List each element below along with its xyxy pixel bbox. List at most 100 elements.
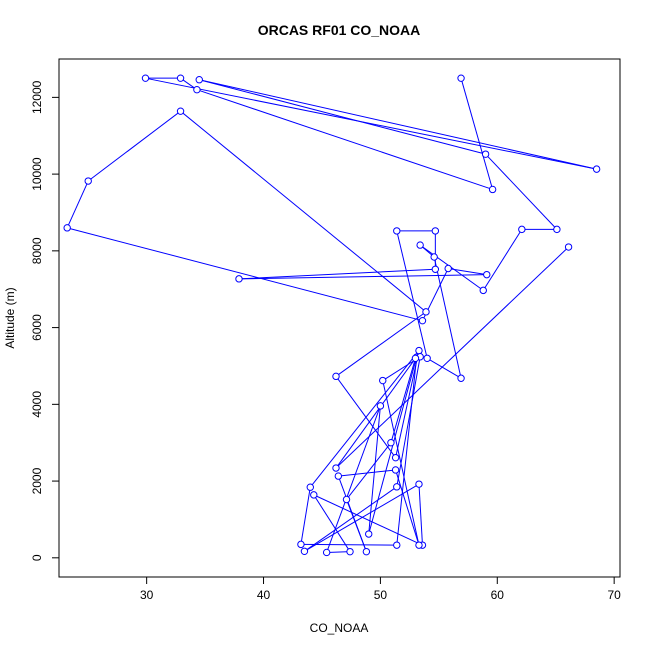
x-tick-label: 40 (257, 588, 271, 602)
series-segment (309, 350, 420, 488)
series-segment (180, 110, 427, 313)
data-point (431, 265, 440, 273)
data-point (84, 177, 92, 185)
x-tick-label: 70 (607, 588, 621, 602)
data-point (553, 225, 561, 234)
data-point (376, 402, 385, 410)
series-segment (67, 227, 423, 322)
series-segment (313, 494, 423, 546)
data-point (481, 150, 490, 158)
data-point (418, 316, 427, 325)
series-segment (448, 268, 487, 276)
y-tick-label: 2000 (30, 467, 44, 494)
series-segment (304, 483, 420, 552)
series-segment (300, 487, 311, 545)
series-segment (196, 89, 493, 190)
chart-title: ORCAS RF01 CO_NOAA (258, 22, 421, 38)
series-segment (433, 256, 462, 379)
data-point (306, 483, 314, 491)
series-segment (396, 356, 421, 487)
series-segment (396, 357, 418, 546)
series-segment (145, 77, 597, 170)
series-segment (87, 110, 181, 182)
series-segment (238, 268, 436, 280)
data-point (479, 286, 487, 295)
data-point (195, 76, 203, 84)
y-tick-label: 12000 (30, 80, 44, 114)
x-tick-label: 30 (140, 588, 154, 602)
data-point (393, 541, 401, 549)
data-point (457, 374, 465, 382)
series-segment (418, 484, 423, 546)
series-segment (335, 357, 416, 469)
data-point (322, 548, 331, 557)
series-segment (346, 499, 367, 552)
series-segment (335, 246, 569, 469)
data-point (141, 74, 150, 82)
data-point (334, 472, 343, 480)
series-segment (390, 358, 416, 443)
data-point (346, 547, 354, 556)
data-point (176, 107, 185, 115)
data-point (423, 354, 431, 362)
series-segment (304, 486, 398, 552)
y-tick-label: 0 (30, 554, 44, 561)
series-segment (326, 405, 381, 553)
data-point (297, 540, 305, 549)
series-segment (485, 153, 558, 230)
data-point (564, 243, 573, 251)
y-tick-label: 6000 (30, 314, 44, 341)
series-layer (63, 74, 601, 557)
data-point (393, 483, 401, 491)
y-axis: 0 2000 4000 6000 8000 10000 12000 (30, 80, 60, 561)
data-point (488, 185, 497, 194)
series-segment (396, 230, 428, 359)
data-point (415, 480, 423, 488)
data-point (416, 241, 424, 249)
data-point (444, 264, 452, 273)
series-segment (395, 469, 420, 546)
data-point (342, 495, 351, 504)
data-point (415, 541, 423, 549)
series-segment (66, 180, 89, 229)
data-point (332, 464, 340, 472)
data-point (362, 547, 371, 556)
series-segment (238, 274, 487, 280)
data-point (235, 275, 243, 283)
series-segment (335, 311, 427, 377)
series-segment (313, 494, 351, 552)
data-point (518, 225, 526, 234)
data-point (176, 74, 185, 82)
data-point (63, 224, 71, 232)
series-segment (460, 78, 494, 190)
data-point (379, 376, 387, 385)
data-point (431, 227, 440, 235)
data-point (483, 270, 491, 279)
series-segment (482, 229, 523, 291)
x-axis: 30 40 50 60 70 (140, 576, 621, 602)
x-axis-label: CO_NOAA (310, 621, 369, 635)
data-point (387, 439, 395, 447)
data-point (422, 308, 430, 316)
data-point (300, 547, 309, 555)
series-segment (199, 79, 597, 170)
series-segment (426, 357, 462, 379)
y-tick-label: 10000 (30, 157, 44, 191)
data-point (393, 227, 401, 235)
data-point (310, 491, 318, 499)
x-tick-label: 60 (491, 588, 505, 602)
data-point (430, 253, 438, 261)
data-point (365, 530, 373, 538)
data-point (411, 354, 420, 362)
y-axis-label: Altitude (m) (3, 287, 17, 348)
data-point (193, 85, 201, 94)
data-point (415, 346, 423, 355)
y-tick-label: 8000 (30, 237, 44, 264)
series-segment (382, 380, 420, 546)
data-point (391, 466, 400, 474)
series-segment (326, 551, 351, 553)
series-segment (346, 442, 392, 500)
data-point (332, 372, 340, 381)
y-tick-label: 4000 (30, 391, 44, 418)
